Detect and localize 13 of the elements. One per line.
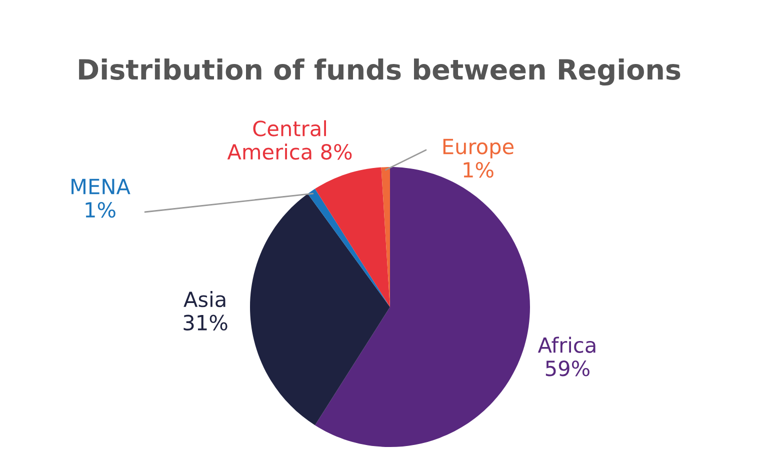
slice-label: MENA [72, 178, 130, 194]
data-label: 59% [546, 360, 590, 376]
slice-label: Asia [184, 291, 226, 308]
pie-slice [250, 194, 390, 426]
chart-title: Distribution of funds between Regions [79, 58, 680, 86]
slice-label: Africa [538, 336, 596, 353]
pie-slice [314, 167, 390, 307]
data-label: 1% [464, 162, 494, 178]
data-label: 31% [184, 314, 228, 331]
pie-slice [308, 188, 390, 307]
slice-label: Europe [443, 138, 514, 158]
slice-label: Central America 8% [227, 120, 352, 160]
data-label: 1% [86, 202, 116, 218]
